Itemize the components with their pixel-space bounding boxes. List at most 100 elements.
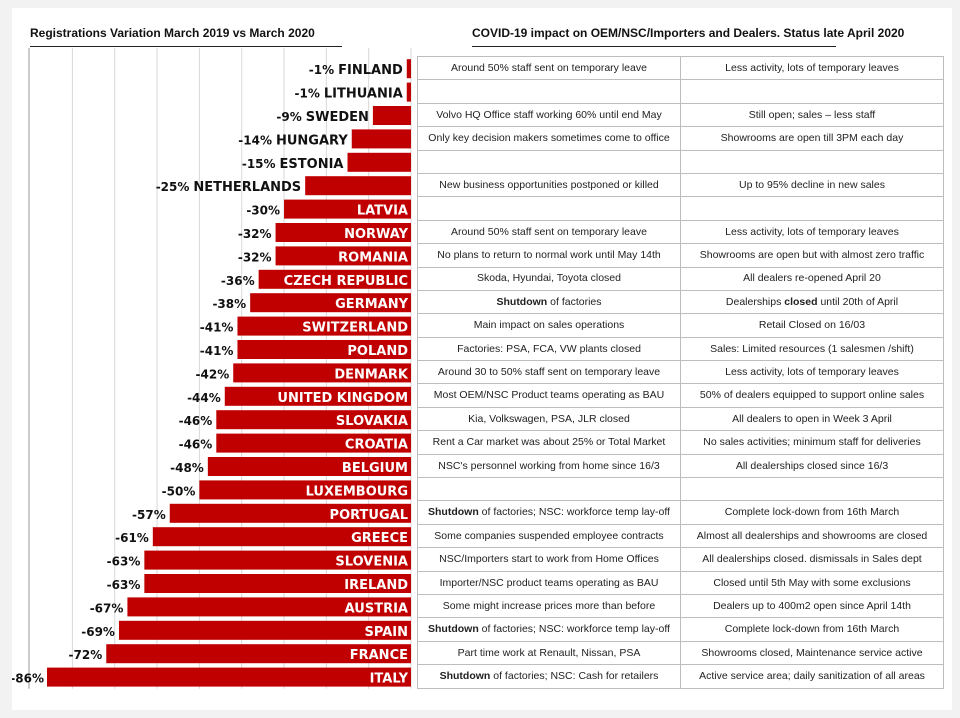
dealer-impact-text: Dealers up to 400m2 open since April 14t… <box>713 599 911 612</box>
value-label: -1% <box>309 63 334 77</box>
country-label: PORTUGAL <box>330 508 408 523</box>
table-row: Kia, Volkswagen, PSA, JLR closed All deal… <box>417 406 944 432</box>
country-label: GERMANY <box>335 297 408 312</box>
country-label: SPAIN <box>365 625 408 640</box>
country-label: FINLAND <box>338 63 403 78</box>
oem-impact-text: Skoda, Hyundai, Toyota closed <box>477 272 621 285</box>
bar-estonia <box>347 152 411 172</box>
infographic-sheet: Registrations Variation March 2019 vs Ma… <box>12 8 952 710</box>
country-label: ITALY <box>370 672 409 687</box>
value-label: -63% <box>107 555 141 569</box>
dealer-impact-cell: Less activity, lots of temporary leaves <box>680 219 944 245</box>
bar-germany <box>250 293 411 313</box>
oem-impact-bold: Shutdown <box>439 670 491 683</box>
dealer-impact-cell: No sales activities; minimum staff for d… <box>680 430 944 455</box>
value-label: -69% <box>81 625 115 639</box>
bar-norway <box>275 223 411 242</box>
value-label: -15% <box>242 157 276 171</box>
dealer-impact-cell: All dealers re-opened April 20 <box>680 266 944 291</box>
table-row: Part time work at Renault, Nissan, PSA Sh… <box>417 640 944 666</box>
bar-croatia <box>216 433 411 453</box>
dealer-impact-cell: Retail Closed on 16/03 <box>680 313 944 338</box>
dealer-impact-text: Showrooms are open till 3PM each day <box>720 132 904 145</box>
oem-impact-text: NSC/Importers start to work from Home Of… <box>439 553 659 566</box>
bar-portugal <box>169 503 411 523</box>
table-row: Rent a Car market was about 25% or Total… <box>417 430 944 455</box>
oem-impact-text: Most OEM/NSC Product teams operating as … <box>433 389 665 402</box>
country-label: SLOVAKIA <box>336 414 408 429</box>
dealer-impact-cell: Almost all dealerships and showrooms are… <box>680 523 944 549</box>
bar-slovenia <box>144 550 412 570</box>
value-label: -50% <box>162 484 196 498</box>
oem-impact-cell: Shutdown of factories; NSC: workforce te… <box>417 500 681 525</box>
bar-denmark <box>233 363 411 383</box>
table-row <box>417 477 944 502</box>
dealer-impact-text: Showrooms are open but with almost zero … <box>699 249 925 262</box>
dealer-impact-cell <box>680 79 944 104</box>
country-label: LATVIA <box>357 204 408 219</box>
bar-finland <box>406 59 411 79</box>
oem-impact-bold: Shutdown <box>496 295 548 308</box>
country-label: SWITZERLAND <box>302 321 408 336</box>
oem-impact-cell: Volvo HQ Office staff working 60% until … <box>417 102 681 128</box>
table-row: Only key decision makers sometimes come … <box>417 126 944 151</box>
dealer-impact-text: Sales: Limited resources (1 salesmen /sh… <box>710 342 914 355</box>
country-label: POLAND <box>347 344 408 359</box>
bar-france <box>106 644 412 664</box>
oem-impact-cell <box>417 196 681 221</box>
covid-impact-table-body: Around 50% staff sent on temporary leave… <box>417 55 944 689</box>
oem-impact-text: Kia, Volkswagen, PSA, JLR closed <box>468 412 630 425</box>
bar-greece <box>152 527 411 547</box>
value-label: -25% <box>156 180 190 194</box>
table-title: COVID-19 impact on OEM/NSC/Importers and… <box>472 26 905 40</box>
bar-switzerland <box>237 316 411 336</box>
value-label: -63% <box>107 578 141 592</box>
bar-lithuania <box>406 82 411 102</box>
dealer-impact-bold: closed <box>784 295 818 308</box>
chart-title: Registrations Variation March 2019 vs Ma… <box>30 26 315 40</box>
oem-impact-cell: Rent a Car market was about 25% or Total… <box>417 430 681 455</box>
table-row: Factories: PSA, FCA, VW plants closed Sal… <box>417 336 944 362</box>
dealer-impact-cell: 50% of dealers equipped to support onlin… <box>680 383 944 408</box>
country-label: GREECE <box>351 531 408 546</box>
value-label: -32% <box>238 250 272 264</box>
oem-impact-text: Part time work at Renault, Nissan, PSA <box>457 646 641 659</box>
bar-united-kingdom <box>224 386 411 406</box>
chart-title-underline <box>30 46 342 47</box>
value-label: -61% <box>115 531 149 545</box>
bar-poland <box>237 340 411 359</box>
dealer-impact-cell <box>680 477 944 502</box>
bar-hungary <box>351 129 411 149</box>
oem-impact-cell: Shutdown of factories; NSC: Cash for ret… <box>417 664 681 689</box>
country-label: FRANCE <box>350 648 408 663</box>
dealer-impact-text: until 20th of April <box>817 295 899 308</box>
dealer-impact-text: Complete lock-down from 16th March <box>724 623 900 636</box>
table-row: No plans to return to normal work until … <box>417 243 944 268</box>
table-row: Around 50% staff sent on temporary leave… <box>417 55 944 81</box>
dealer-impact-text: Active service area; daily sanitization … <box>699 670 925 683</box>
value-label: -44% <box>187 391 221 405</box>
dealer-impact-cell: Complete lock-down from 16th March <box>680 617 944 642</box>
oem-impact-cell: No plans to return to normal work until … <box>417 243 681 268</box>
oem-impact-text: Around 30 to 50% staff sent on temporary… <box>437 366 661 379</box>
dealer-impact-cell: Complete lock-down from 16th March <box>680 500 944 525</box>
dealer-impact-text: Still open; sales – less staff <box>748 108 876 121</box>
country-label: AUSTRIA <box>345 601 408 616</box>
oem-impact-text: Some might increase prices more than bef… <box>442 599 656 612</box>
table-row: Shutdown of factories; NSC: workforce te… <box>417 500 944 525</box>
table-row: Shutdown of factories; NSC: Cash for ret… <box>417 664 944 689</box>
bar-latvia <box>284 199 411 219</box>
oem-impact-cell: Most OEM/NSC Product teams operating as … <box>417 383 681 408</box>
dealer-impact-cell: Showrooms are open till 3PM each day <box>680 126 944 151</box>
oem-impact-text: Rent a Car market was about 25% or Total… <box>432 436 666 449</box>
value-label: -41% <box>200 344 234 358</box>
dealer-impact-prefix: Dealerships <box>725 295 785 308</box>
value-label: -42% <box>196 367 230 381</box>
dealer-impact-text: Showrooms closed, Maintenance service ac… <box>701 646 923 659</box>
dealer-impact-cell: All dealerships closed since 16/3 <box>680 453 944 479</box>
value-label: -14% <box>238 133 272 147</box>
oem-impact-cell: Factories: PSA, FCA, VW plants closed <box>417 336 681 362</box>
bar-luxembourg <box>199 480 411 500</box>
dealer-impact-cell: Still open; sales – less staff <box>680 102 944 128</box>
dealer-impact-cell: Active service area; daily sanitization … <box>680 664 944 689</box>
